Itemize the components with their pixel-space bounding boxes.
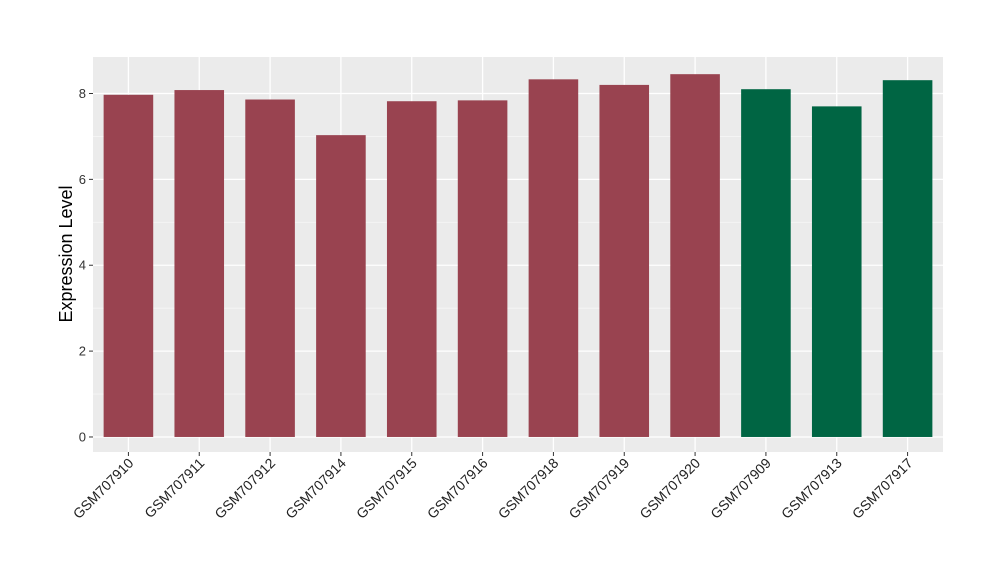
bar-GSM707912 [245, 99, 295, 437]
x-tick-label: GSM707920 [636, 455, 703, 522]
x-tick-label: GSM707915 [353, 455, 420, 522]
x-tick-label: GSM707910 [70, 455, 137, 522]
plot-panel [93, 57, 943, 452]
x-tick-label: GSM707909 [707, 455, 774, 522]
bar-GSM707911 [174, 90, 225, 437]
bar-GSM707914 [316, 135, 366, 437]
bar-GSM707919 [599, 84, 650, 437]
bar-GSM707916 [457, 100, 508, 437]
bar-GSM707920 [670, 74, 720, 437]
y-axis: 0 2 4 6 8 [79, 86, 93, 444]
bar-GSM707913 [811, 106, 862, 437]
x-tick-label: GSM707917 [849, 455, 916, 522]
x-tick-label: GSM707918 [495, 455, 562, 522]
bar-GSM707910 [103, 94, 154, 437]
bars [103, 74, 933, 437]
y-tick-label: 4 [79, 258, 86, 273]
x-tick-label: GSM707913 [778, 455, 845, 522]
x-tick-label: GSM707914 [282, 455, 349, 522]
bar-GSM707917 [882, 80, 933, 437]
x-tick-label: GSM707916 [424, 455, 491, 522]
x-axis: GSM707910 GSM707911 GSM707912 GSM707914 GSM7… [70, 452, 916, 522]
x-tick-label: GSM707919 [565, 455, 632, 522]
bar-GSM707915 [386, 101, 437, 437]
y-tick-label: 8 [79, 86, 86, 101]
x-tick-label: GSM707911 [141, 455, 207, 521]
y-tick-label: 2 [79, 344, 86, 359]
x-tick-label: GSM707912 [211, 455, 278, 522]
y-tick-label: 6 [79, 172, 86, 187]
y-axis-title: Expression Level [56, 185, 76, 322]
y-tick-label: 0 [79, 429, 86, 444]
bar-GSM707918 [528, 79, 579, 437]
bar-GSM707909 [741, 89, 791, 437]
